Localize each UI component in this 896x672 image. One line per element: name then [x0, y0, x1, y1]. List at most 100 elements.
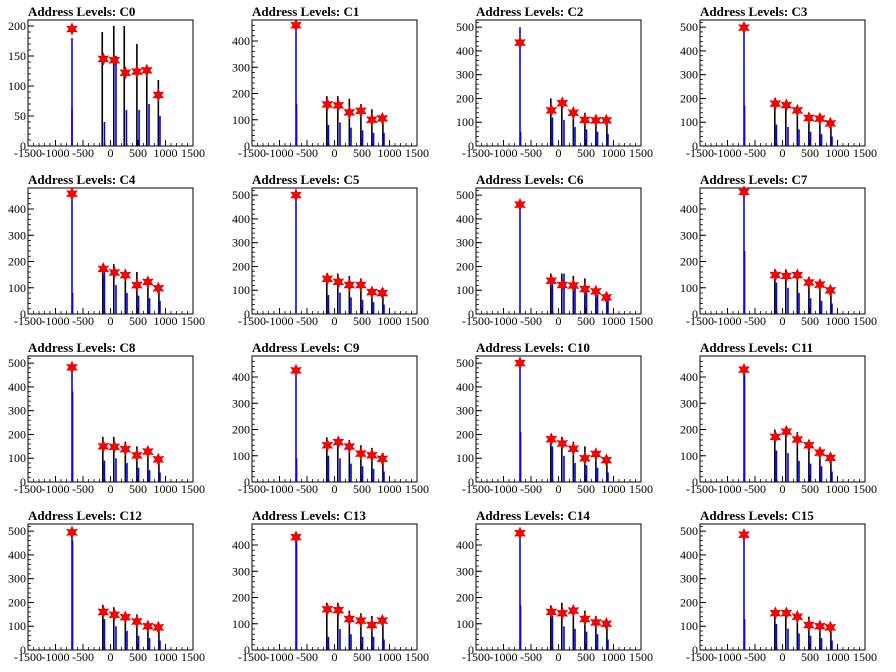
chart-title: Address Levels: C10 [476, 340, 590, 355]
peak-marker [545, 103, 558, 118]
x-tick-label: 1500 [181, 146, 205, 160]
chart-title: Address Levels: C12 [28, 508, 142, 523]
x-tick-label: -500 [296, 482, 318, 496]
peak-marker [567, 441, 580, 456]
y-tick-label: 300 [456, 404, 474, 418]
y-tick-label: 0 [692, 307, 698, 321]
histogram-panel: Address Levels: C10 0 100 200 300 400 500 -1500… [448, 336, 672, 504]
peak-marker [590, 113, 602, 128]
x-tick-label: 1000 [378, 146, 402, 160]
y-tick-label: 200 [8, 427, 26, 441]
x-tick-label: 1500 [405, 650, 429, 664]
peak-marker [814, 111, 826, 126]
y-tick-label: 400 [456, 44, 474, 58]
peak-marker [97, 262, 110, 276]
y-tick-label: 0 [692, 139, 698, 153]
x-tick-label: -1500 [238, 650, 266, 664]
y-tick-label: 200 [8, 255, 26, 269]
x-tick-label: 0 [332, 650, 338, 664]
x-tick-label: 500 [353, 482, 371, 496]
y-tick-label: 200 [232, 591, 250, 605]
plot-frame [475, 355, 642, 483]
peak-marker [600, 617, 613, 631]
x-tick-label: 500 [129, 650, 147, 664]
peak-marker [824, 283, 837, 298]
x-tick-label: 0 [780, 482, 786, 496]
plot-frame [27, 355, 194, 483]
plot-frame [475, 187, 642, 315]
x-tick-label: 500 [353, 314, 371, 328]
peak-marker [545, 432, 558, 446]
chart-title: Address Levels: C9 [252, 340, 360, 355]
peak-marker [119, 66, 132, 80]
y-tick-label: 100 [680, 619, 698, 633]
x-tick-label: -1000 [490, 146, 518, 160]
x-tick-label: -1500 [238, 482, 266, 496]
chart-title: Address Levels: C3 [700, 4, 808, 19]
y-tick-label: 400 [680, 44, 698, 58]
y-tick-label: 300 [8, 572, 26, 586]
peak-marker [376, 452, 389, 466]
x-tick-label: -1000 [266, 146, 294, 160]
x-tick-label: 1000 [826, 314, 850, 328]
peak-marker [152, 281, 165, 296]
peak-marker [131, 448, 143, 463]
x-tick-label: 0 [556, 650, 562, 664]
x-tick-label: -1000 [714, 146, 742, 160]
plot-frame [27, 523, 194, 651]
y-tick-label: 500 [680, 524, 698, 538]
peak-marker [131, 64, 143, 79]
peak-marker [780, 98, 793, 112]
y-tick-label: 150 [8, 49, 26, 63]
peak-marker [545, 273, 558, 288]
y-tick-label: 300 [232, 60, 250, 74]
y-tick-label: 200 [680, 255, 698, 269]
peak-marker [108, 265, 121, 280]
peak-marker [780, 606, 793, 620]
histogram-panel: Address Levels: C14 0 100 200 300 400 -1500 -10… [448, 504, 672, 672]
y-tick-label: 400 [8, 202, 26, 216]
histogram-chart: Address Levels: C10 0 100 200 300 400 500 -1500… [456, 340, 653, 496]
peak-marker [567, 278, 580, 293]
y-tick-label: 100 [456, 115, 474, 129]
y-tick-label: 200 [8, 19, 26, 33]
x-tick-label: 1500 [181, 482, 205, 496]
peak-marker [142, 275, 154, 289]
peak-marker [108, 440, 121, 454]
peak-marker [366, 285, 378, 299]
peak-marker [514, 197, 526, 212]
x-tick-label: 500 [353, 650, 371, 664]
peak-marker [152, 620, 165, 635]
peak-marker [355, 446, 367, 461]
chart-title: Address Levels: C7 [700, 172, 808, 187]
peak-marker [738, 362, 750, 377]
x-tick-label: 1500 [629, 314, 653, 328]
x-tick-label: 0 [108, 146, 114, 160]
y-tick-label: 400 [232, 212, 250, 226]
peak-marker [355, 104, 367, 118]
y-tick-label: 400 [232, 34, 250, 48]
x-tick-label: 0 [556, 482, 562, 496]
x-tick-label: -1000 [490, 650, 518, 664]
histogram-chart: Address Levels: C15 0 100 200 300 400 500 -1500… [680, 508, 877, 664]
x-tick-label: 1000 [154, 650, 178, 664]
peak-marker [814, 445, 826, 460]
x-tick-label: 1000 [826, 482, 850, 496]
peak-marker [108, 608, 121, 622]
y-tick-label: 0 [692, 643, 698, 657]
x-tick-label: -500 [520, 482, 542, 496]
y-tick-label: 400 [680, 202, 698, 216]
y-tick-label: 0 [468, 643, 474, 657]
histogram-chart: Address Levels: C1 0 100 200 300 400 -1500 -100… [232, 4, 429, 160]
histogram-chart: Address Levels: C80100200300400500-1500-… [8, 340, 205, 496]
histogram-panel: Address Levels: C7 0 100 200 300 400 -1500 -100… [672, 168, 896, 336]
peak-marker [590, 615, 602, 630]
peak-marker [791, 103, 804, 118]
x-tick-label: 1000 [154, 146, 178, 160]
peak-marker [814, 619, 826, 633]
y-tick-label: 400 [232, 538, 250, 552]
y-tick-label: 100 [680, 281, 698, 295]
y-tick-label: 300 [232, 396, 250, 410]
y-tick-label: 100 [8, 79, 26, 93]
x-tick-label: -1000 [714, 314, 742, 328]
